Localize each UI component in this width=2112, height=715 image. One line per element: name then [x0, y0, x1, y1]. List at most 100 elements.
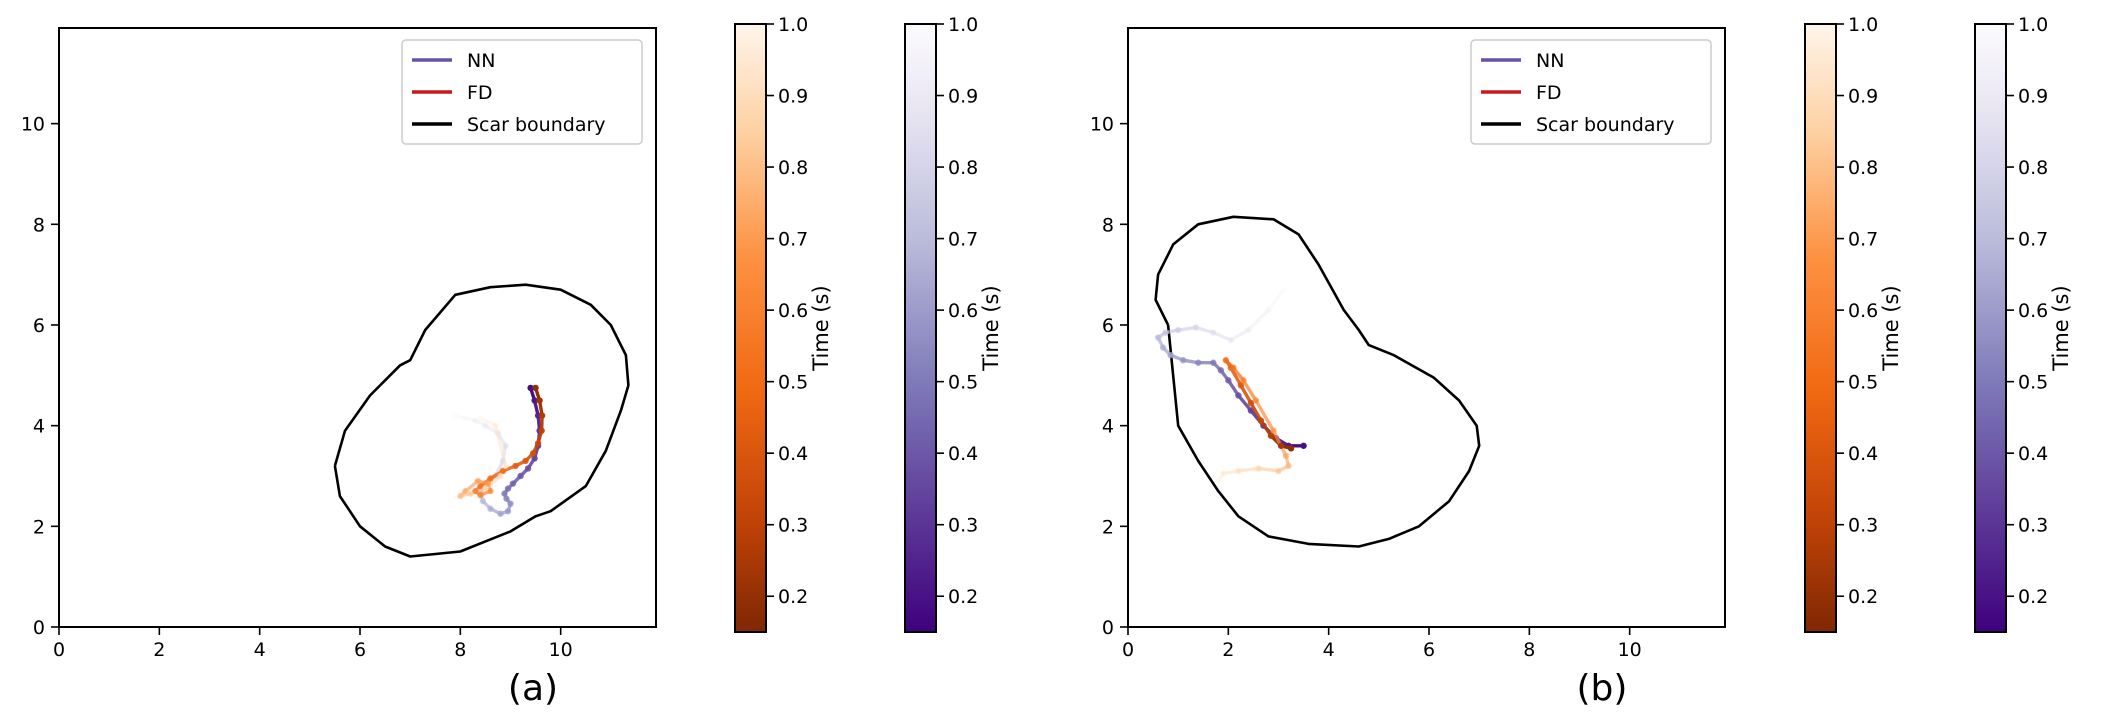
- panel-label: (a): [508, 668, 558, 709]
- fd-trajectory-point: [477, 491, 484, 499]
- colorbar-tick-label: 0.9: [2018, 86, 2048, 108]
- fd-trajectory-point: [1277, 442, 1285, 449]
- scar-boundary-line: [333, 283, 630, 558]
- nn-trajectory-point: [502, 442, 509, 449]
- legend-label-nn: NN: [467, 50, 495, 72]
- nn-trajectory-point: [504, 508, 512, 515]
- fd-trajectory-point: [477, 482, 484, 490]
- nn-trajectory-point: [1174, 326, 1182, 334]
- y-tick-label: 10: [21, 114, 45, 136]
- nn-trajectory-segment: [1246, 308, 1271, 332]
- colorbar-tick-label: 0.7: [778, 229, 808, 251]
- nn-trajectory-point: [517, 472, 524, 480]
- colorbar-tick-label: 0.3: [1848, 515, 1878, 537]
- fd-trajectory-point: [474, 477, 482, 485]
- nn-trajectory-point: [504, 485, 512, 492]
- legend-label-fd: FD: [467, 82, 493, 104]
- nn-trajectory-point: [472, 417, 479, 424]
- plot-frame: [58, 27, 657, 628]
- nn-trajectory-point: [1167, 351, 1174, 359]
- nn-trajectory-point: [1195, 359, 1202, 366]
- colorbar-nn-time: 0.2 0.3 0.4 0.5 0.6 0.7 0.8 0.9 1.0 Time (s): [904, 14, 1003, 633]
- fd-trajectory-point: [472, 487, 479, 495]
- fd-trajectory-point: [502, 462, 509, 470]
- fd-trajectory-point: [1235, 467, 1242, 475]
- fd-trajectory-point: [1220, 470, 1227, 477]
- nn-trajectory-point: [479, 497, 487, 505]
- colorbar-tick-label: 0.3: [948, 515, 978, 537]
- fd-trajectory-point: [499, 467, 507, 475]
- colorbar-tick-label: 0.6: [948, 300, 978, 322]
- legend-box: [1470, 39, 1712, 145]
- nn-trajectory-point: [482, 422, 489, 429]
- fd-trajectory-segment: [1249, 401, 1263, 423]
- colorbar-tick-label: 0.5: [2018, 372, 2048, 394]
- panel-a: 0 2 4 6 8 10 0 2 4 6 8 10 NN FD Scar boundary 0.2 0.3 0.4…: [21, 14, 1003, 709]
- fd-trajectory-point: [497, 472, 504, 480]
- x-tick-label: 2: [153, 639, 165, 661]
- x-tick-label: 2: [1222, 639, 1234, 661]
- legend: NN FD Scar boundary: [401, 39, 643, 145]
- x-tick-label: 0: [53, 639, 65, 661]
- colorbar-tick-label: 0.7: [948, 229, 978, 251]
- colorbar-tick-label: 0.3: [2018, 515, 2048, 537]
- fd-trajectory-point: [512, 462, 519, 470]
- y-tick-label: 8: [33, 214, 45, 236]
- colorbar-tick-label: 0.4: [2018, 443, 2048, 465]
- fd-trajectory-point: [538, 412, 546, 419]
- colorbar-tick-label: 0.6: [2018, 300, 2048, 322]
- x-tick-label: 0: [1122, 639, 1134, 661]
- fd-trajectory-point: [487, 475, 494, 482]
- fd-trajectory-point: [1270, 427, 1277, 434]
- fd-trajectory-point: [529, 450, 537, 457]
- colorbar-tick-label: 0.5: [948, 372, 978, 394]
- nn-trajectory-segment: [1236, 393, 1253, 413]
- fd-trajectory-point: [1275, 467, 1282, 475]
- panel-b: 0 2 4 6 8 10 0 2 4 6 8 10 NN FD Scar boundary 0.2 0.3 0.4…: [1090, 14, 2073, 709]
- fd-trajectory-point: [1255, 465, 1262, 472]
- nn-trajectory-point: [524, 465, 532, 472]
- fd-trajectory-point: [1257, 417, 1265, 424]
- fd-trajectory-point: [522, 457, 529, 465]
- fd-trajectory-segment: [1236, 466, 1261, 473]
- colorbar-tick-label: 0.2: [2018, 586, 2048, 608]
- fd-trajectory-point: [1230, 364, 1237, 371]
- nn-trajectory-point: [1162, 329, 1169, 336]
- colorbar-tick-label: 0.9: [1848, 86, 1878, 108]
- nn-trajectory-point: [509, 480, 517, 487]
- fd-trajectory-point: [477, 414, 484, 422]
- colorbar-tick-label: 0.2: [948, 586, 978, 608]
- nn-trajectory-segment: [1266, 288, 1286, 312]
- x-tick-label: 4: [1323, 639, 1335, 661]
- legend: NN FD Scar boundary: [1470, 39, 1712, 145]
- nn-trajectory-point: [531, 455, 538, 462]
- colorbar-label: Time (s): [979, 285, 1003, 371]
- legend-box: [401, 39, 643, 145]
- colorbar-gradient: [904, 23, 937, 633]
- colorbar-tick-label: 0.6: [1848, 300, 1878, 322]
- fd-trajectory-point: [1240, 377, 1247, 384]
- colorbar-tick-label: 0.8: [948, 157, 978, 179]
- y-tick-label: 10: [1090, 114, 1114, 136]
- colorbar-fd-time: 0.2 0.3 0.4 0.5 0.6 0.7 0.8 0.9 1.0 Time (s): [1804, 14, 1903, 633]
- y-tick-label: 4: [33, 416, 45, 438]
- fd-trajectory-point: [534, 440, 542, 447]
- x-tick-label: 8: [454, 639, 466, 661]
- fd-trajectory-point: [536, 397, 543, 404]
- colorbar-tick-label: 0.9: [948, 86, 978, 108]
- colorbar-tick-label: 0.4: [778, 443, 808, 465]
- legend-label-nn: NN: [1536, 50, 1564, 72]
- nn-trajectory-point: [527, 384, 534, 392]
- colorbar-tick-label: 0.4: [948, 443, 978, 465]
- legend-label-fd: FD: [1536, 82, 1562, 104]
- nn-trajectory-point: [1154, 334, 1162, 341]
- colorbar-gradient: [734, 23, 767, 633]
- nn-trajectory-point: [503, 495, 510, 502]
- fd-trajectory-point: [1247, 399, 1255, 407]
- nn-trajectory-point: [1179, 357, 1187, 364]
- colorbar-tick-label: 0.5: [778, 372, 808, 394]
- fd-trajectory-point: [467, 490, 474, 497]
- nn-trajectory-point: [1192, 324, 1199, 331]
- fd-trajectory-point: [492, 422, 499, 429]
